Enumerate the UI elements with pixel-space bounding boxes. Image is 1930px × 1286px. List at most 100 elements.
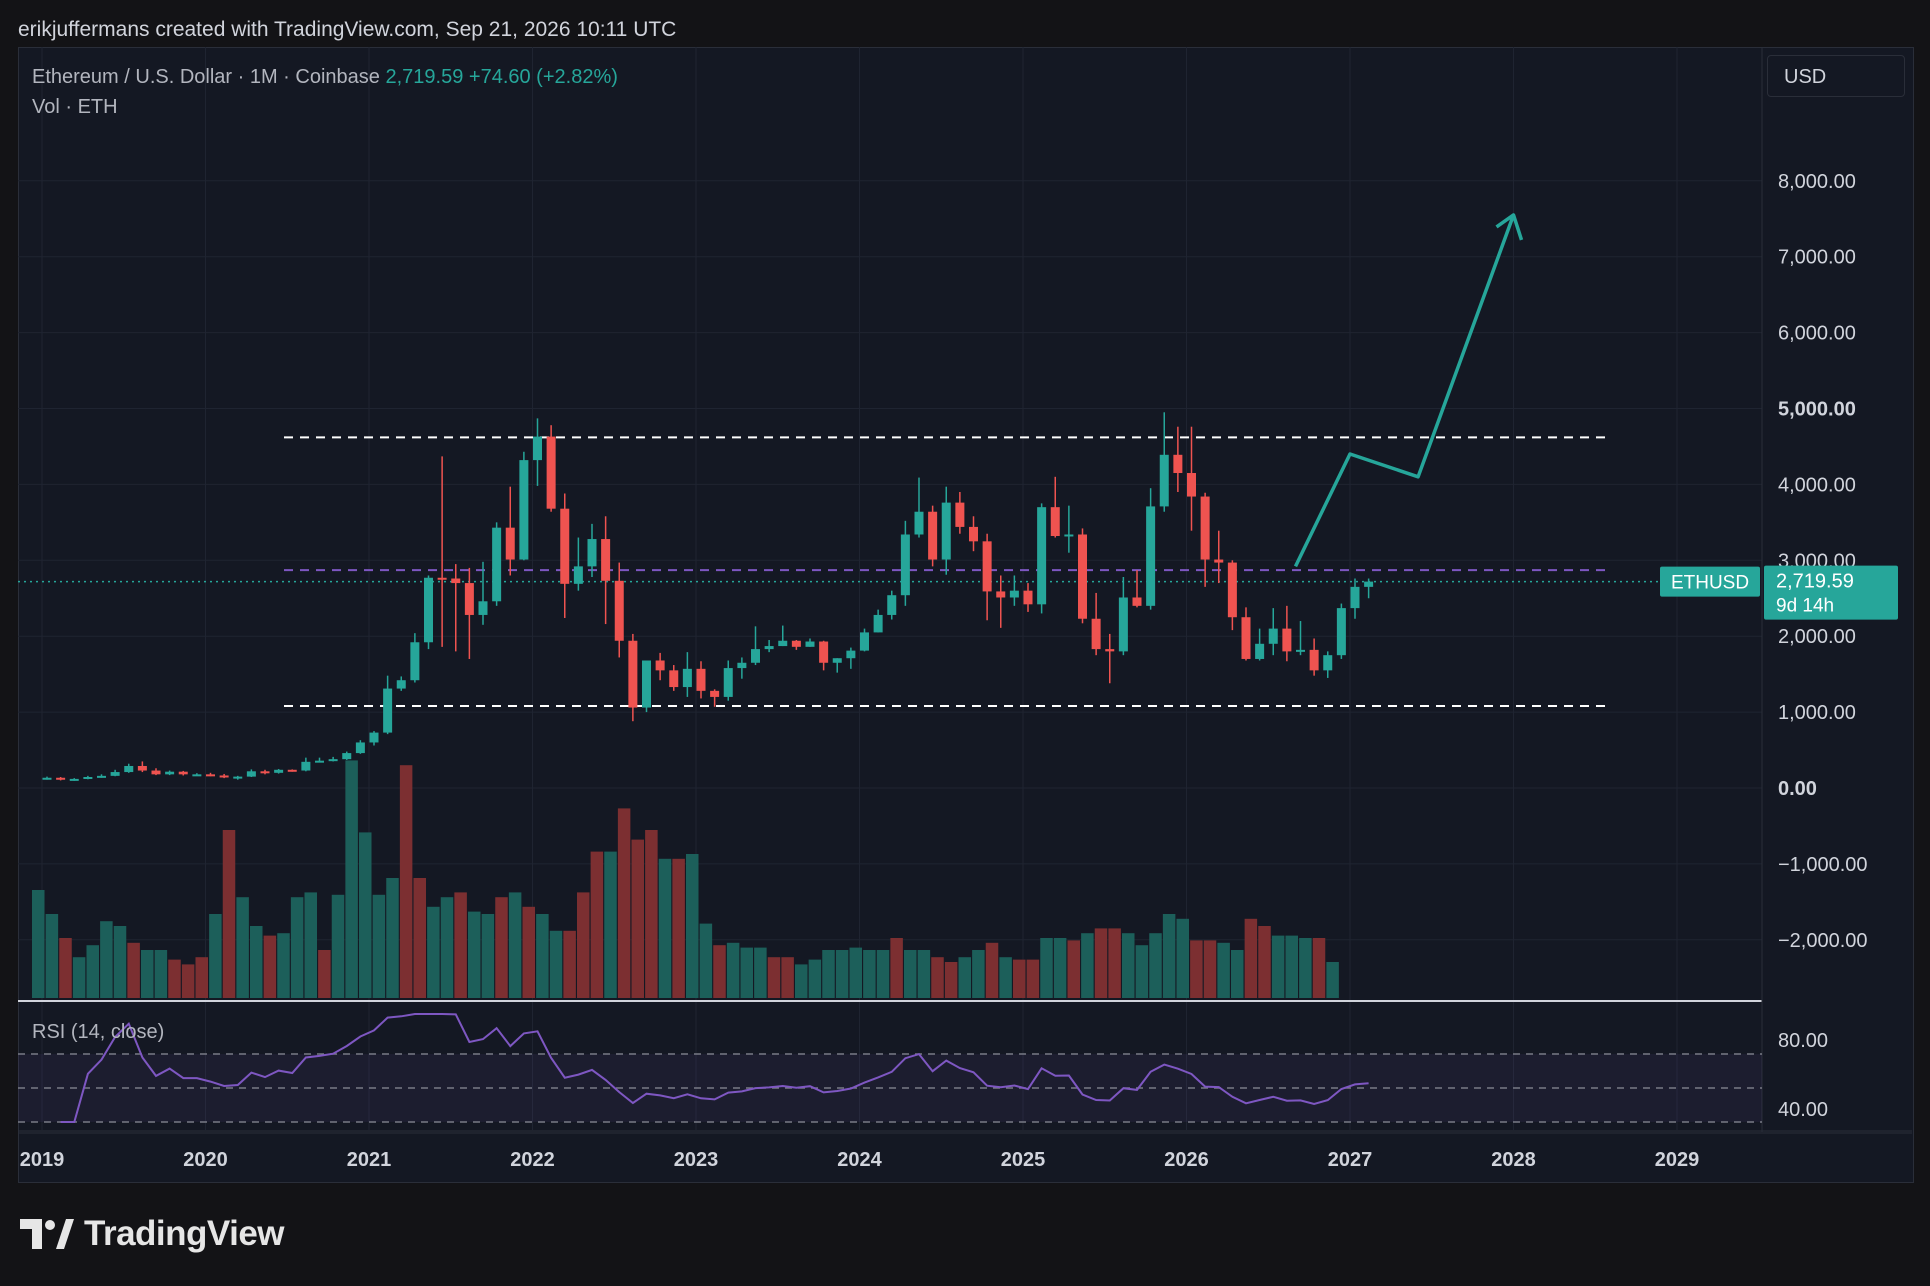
volume-bar [318,950,331,998]
candle-body [437,577,447,580]
candle [928,505,938,567]
volume-bar [372,894,386,998]
candle [764,639,774,653]
symbol-tag-background [1660,566,1760,597]
chart-attribution: erikjuffermans created with TradingView.… [18,18,677,41]
candle-body [219,775,229,778]
price-chart[interactable]: 8,000.00 7,000.00 6,000.00 5,000.00 4,000.00… [18,47,1912,1181]
price-change-value: +74.60 (+2.82%) [468,66,618,88]
candle-body [887,595,897,615]
candle [219,773,229,779]
candle-body [424,577,433,643]
candle-body [628,640,638,708]
tradingview-logo-icon [20,1219,74,1249]
time-axis-label: 2022 [510,1149,555,1171]
rsi-legend[interactable]: RSI (14, close) [32,1021,165,1043]
volume-bar [549,930,563,998]
candle-body [315,760,324,763]
candle [873,609,883,633]
volume-bar [645,830,658,998]
candle [1255,628,1265,661]
candle [955,491,965,534]
candle-body [696,668,706,691]
candle [383,675,393,735]
candle-body [1132,597,1142,606]
price-axis-label: 5,000.00 [1778,399,1856,421]
candle [642,660,651,713]
candle-body [969,526,978,542]
candle-body [1187,473,1196,497]
volume-bar [250,926,263,998]
candle [832,658,842,673]
price-axis: 8,000.00 7,000.00 6,000.00 5,000.00 4,000.00… [1778,171,1868,1121]
candle-body [1146,506,1156,606]
volume-bar [1067,940,1080,998]
volume-bar [454,892,467,998]
price-axis-label: 2,000.00 [1778,626,1856,648]
candle-body [1091,618,1101,650]
candle-body [1159,454,1169,507]
candle-body [791,640,801,647]
rsi-line [60,1013,1369,1123]
candle [1200,492,1210,587]
candle [1146,488,1156,610]
candle-body [723,668,733,697]
volume-bar [849,947,862,998]
volume-bar [1081,933,1094,998]
candle [492,522,502,606]
candle-body [383,688,393,733]
candle [846,647,856,669]
candle [151,768,161,776]
volume-bar [1258,926,1271,998]
volume-bar [277,933,290,998]
candle-body [69,778,79,781]
candle [601,516,611,625]
candle-body [1255,643,1265,659]
symbol-legend[interactable]: Ethereum / U.S. Dollar · 1M · Coinbase 2… [32,66,618,89]
currency-button[interactable]: USD [1767,55,1905,97]
volume-bar [1013,959,1026,998]
volume-bar [86,945,99,998]
tradingview-logo[interactable]: TradingView [20,1214,285,1254]
candle [464,567,474,659]
price-axis-label: −2,000.00 [1778,930,1868,952]
candle-body [941,502,951,560]
volume-bar [45,914,59,998]
volume-bar [1026,959,1040,998]
volume-bar [1094,928,1108,998]
volume-bar [1271,935,1285,998]
volume-bar [1231,950,1244,998]
volume-bars [32,760,1339,998]
time-axis: 2019 2020 2021 2022 2023 2024 2025 2026 2027 2028… [20,1149,1700,1171]
candle [137,761,147,773]
volume-bar [1162,914,1176,998]
candle [751,626,760,666]
candle [505,486,515,576]
volume-bar [1108,928,1121,998]
candle-body [110,772,120,776]
candle-body [137,765,147,771]
candle [1132,570,1142,608]
volume-bar [726,942,740,998]
time-axis-label: 2029 [1655,1149,1700,1171]
candle-body [1214,559,1224,563]
volume-bar [795,964,808,998]
volume-bar [917,950,931,998]
candle-body [492,527,502,602]
volume-legend[interactable]: Vol · ETH [32,96,118,118]
candle-body [533,436,542,461]
volume-bar [863,950,876,998]
candle [69,778,79,781]
candle [1268,608,1278,656]
candle [778,625,788,647]
candle-body [860,632,869,651]
volume-bar [72,957,86,998]
candle [587,523,597,577]
candle [1364,578,1374,599]
volume-bar [181,964,195,998]
candle-body [710,690,720,697]
candle [887,590,897,620]
candle-body [955,502,965,527]
candle-body [560,508,570,584]
symbol-description: Ethereum / U.S. Dollar · 1M · Coinbase [32,66,380,88]
